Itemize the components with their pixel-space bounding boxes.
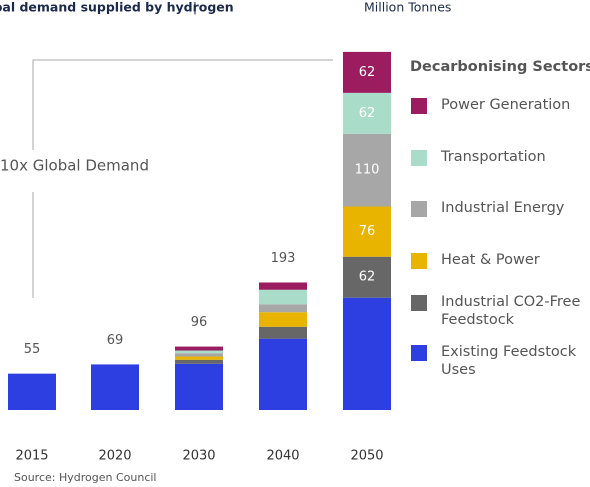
- legend-swatch: [411, 253, 427, 269]
- legend-swatch: [411, 98, 427, 114]
- bar-segment: [259, 326, 307, 339]
- x-tick-label: 2050: [350, 449, 383, 464]
- bar-segment: [8, 373, 56, 410]
- bar-segment: [259, 304, 307, 313]
- source: Source: Hydrogen Council: [14, 471, 157, 484]
- bar-segment: [343, 297, 391, 410]
- bar-segment: [175, 356, 223, 360]
- bar-segment: [343, 206, 391, 257]
- chart-subtitle: Million Tonnes: [364, 0, 451, 15]
- total-label: 69: [107, 333, 124, 348]
- legend-swatch: [411, 295, 427, 311]
- bar-segment: [259, 282, 307, 290]
- legend-label: Power Generation: [441, 97, 571, 113]
- bar-segment: [175, 359, 223, 364]
- legend-swatch: [411, 345, 427, 361]
- bar-segment: [175, 363, 223, 410]
- segment-label: 110: [355, 163, 380, 178]
- x-tick-label: 2040: [266, 449, 299, 464]
- legend-label: Industrial Energy: [441, 200, 565, 216]
- legend-label: Existing Feedstock Uses: [441, 344, 577, 378]
- chart-title: Global demand supplied by hydrogen: [0, 0, 234, 15]
- legend-swatch: [411, 150, 427, 166]
- segment-label: 62: [359, 270, 376, 285]
- bar-segment: [259, 289, 307, 305]
- separator: |: [193, 0, 197, 15]
- segment-label: 76: [359, 224, 376, 239]
- total-label: 55: [24, 342, 41, 357]
- bar-segment: [91, 364, 139, 410]
- bracket: [32, 59, 333, 298]
- bar-segment: [175, 350, 223, 354]
- bar-segment: [175, 346, 223, 351]
- bar-segment: [343, 51, 391, 93]
- legend-swatch: [411, 201, 427, 217]
- legend-label: Transportation: [441, 149, 546, 165]
- annotation: 10x Global Demand: [0, 157, 149, 175]
- segment-label: 62: [359, 106, 376, 121]
- x-tick-label: 2020: [98, 449, 131, 464]
- total-label: 193: [271, 251, 296, 266]
- x-tick-label: 2030: [182, 449, 215, 464]
- bar-segment: [343, 133, 391, 207]
- legend-label: Industrial CO2-Free Feedstock: [441, 294, 581, 328]
- bar-segment: [343, 92, 391, 134]
- bracket-top: [32, 59, 333, 150]
- bar-segment: [343, 256, 391, 298]
- bar-segment: [175, 353, 223, 357]
- bar-segment: [259, 338, 307, 410]
- segment-label: 62: [359, 65, 376, 80]
- bar-segment: [259, 312, 307, 327]
- total-label: 96: [191, 315, 208, 330]
- x-tick-label: 2015: [15, 449, 48, 464]
- legend-label: Heat & Power: [441, 252, 540, 268]
- legend-title: Decarbonising Sectors: [410, 59, 590, 75]
